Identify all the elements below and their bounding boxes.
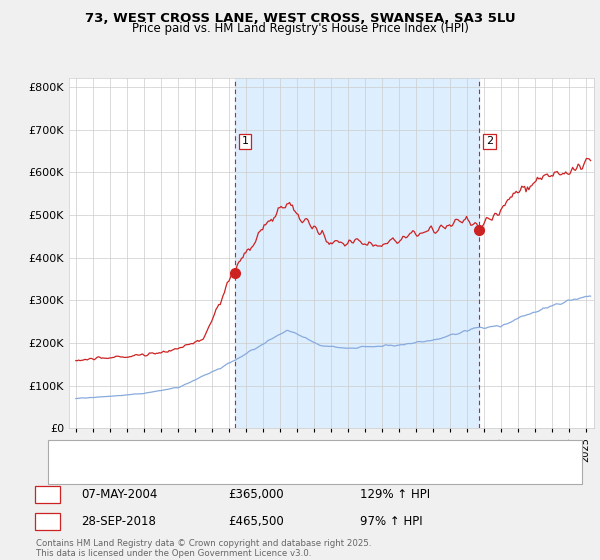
Text: £465,500: £465,500 (228, 515, 284, 528)
Text: 97% ↑ HPI: 97% ↑ HPI (360, 515, 422, 528)
Text: 73, WEST CROSS LANE, WEST CROSS, SWANSEA, SA3 5LU: 73, WEST CROSS LANE, WEST CROSS, SWANSEA… (85, 12, 515, 25)
Text: 28-SEP-2018: 28-SEP-2018 (81, 515, 156, 528)
Text: 1: 1 (44, 488, 51, 501)
Text: 07-MAY-2004: 07-MAY-2004 (81, 488, 157, 501)
Bar (235, 78, 479, 428)
Text: 129% ↑ HPI: 129% ↑ HPI (360, 488, 430, 501)
Text: 73, WEST CROSS LANE, WEST CROSS, SWANSEA, SA3 5LU (detached house): 73, WEST CROSS LANE, WEST CROSS, SWANSEA… (93, 448, 491, 458)
Text: Price paid vs. HM Land Registry's House Price Index (HPI): Price paid vs. HM Land Registry's House … (131, 22, 469, 35)
Text: Contains HM Land Registry data © Crown copyright and database right 2025.
This d: Contains HM Land Registry data © Crown c… (36, 539, 371, 558)
Text: 2: 2 (486, 137, 493, 146)
Text: 1: 1 (241, 137, 248, 146)
Text: £365,000: £365,000 (228, 488, 284, 501)
Text: 2: 2 (44, 515, 51, 528)
Text: HPI: Average price, detached house, Swansea: HPI: Average price, detached house, Swan… (93, 467, 332, 477)
